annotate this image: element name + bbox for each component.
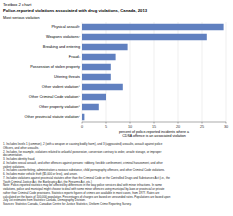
tick-label: 10 [128,125,132,129]
bar [82,44,128,51]
title: Textbox 2 chart [3,2,32,7]
bar [82,104,99,111]
tick-label: 20 [176,125,180,129]
bar [82,114,84,121]
category-label: Other property violation⁶ [39,105,80,109]
grid [82,22,226,122]
bar [82,34,207,41]
bars [82,24,224,121]
chart: Textbox 2 chartPolice-reported violation… [0,0,233,216]
category-label: Uttering threats [54,75,80,79]
tick-label: 5 [105,125,107,129]
tick-label: 25 [200,125,204,129]
bar [82,64,111,71]
grid-line [226,22,227,122]
category-label: Other violent violation⁴ [42,85,81,89]
subtitle: Police-reported violations associated wi… [3,8,148,13]
category-label: Breaking and entering [43,45,80,49]
y-axis-label: Most serious violation [3,16,40,20]
category-label: Fraud³ [69,55,81,59]
category-label: Weapons violations² [46,35,81,39]
bar [82,54,116,61]
x-axis-label: percent of police-reported incidents whe… [119,130,189,138]
x-axis-label-line: CDSA offence is an associated violation [122,134,185,138]
category-label: Other Criminal Code violation⁵ [29,95,81,99]
tick-label: 15 [152,125,156,129]
bar [82,84,123,91]
x-axis-line [82,122,226,123]
category-label: Possession of stolen property [30,65,80,69]
category-label: Other provincial statute violation⁷ [25,115,81,119]
bar [82,94,106,101]
category-label: Physical assault¹ [52,25,81,29]
bar [82,24,224,31]
footnote: 2. Includes, for example, violations rel… [3,150,161,154]
tick-label: 0 [81,125,83,129]
footnote: 4. Includes sexual assault, and other of… [3,161,163,165]
footnote: Sources: Statistics Canada, Canadian Cen… [3,202,132,206]
bar [82,74,111,81]
tick-label: 30 [224,125,228,129]
